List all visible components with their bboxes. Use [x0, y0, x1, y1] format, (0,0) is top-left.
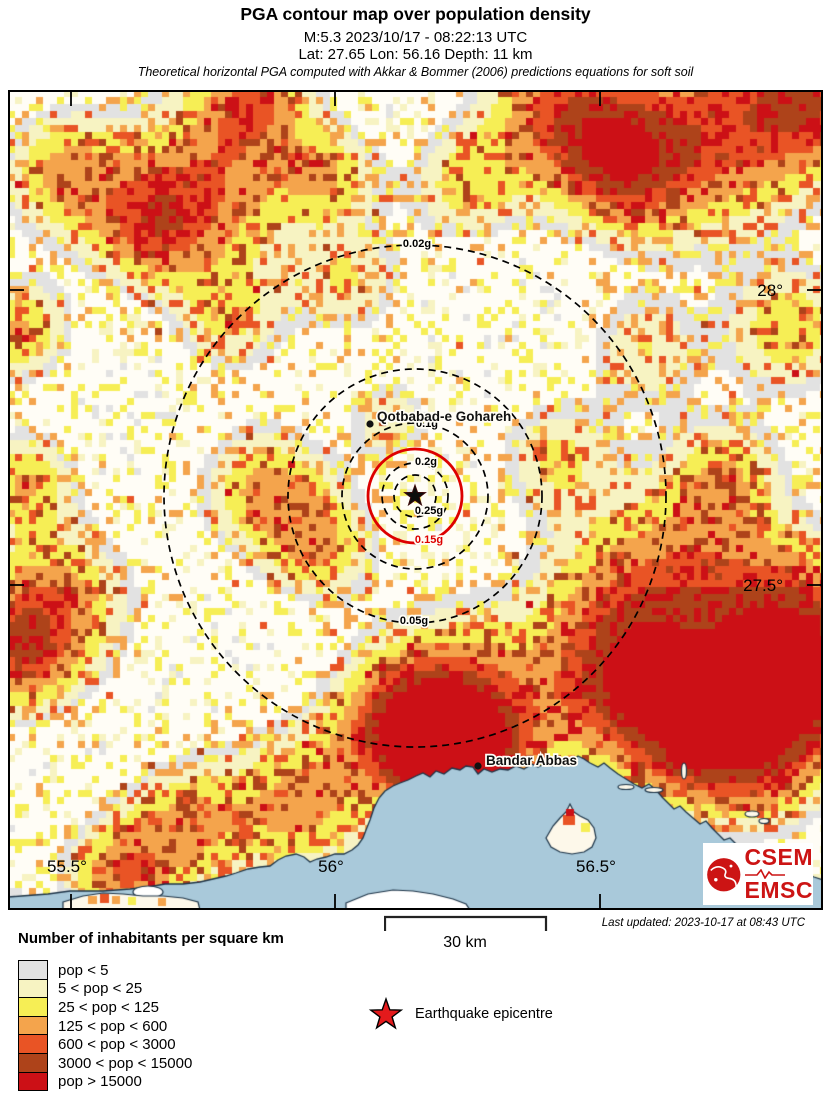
- map-area: 55.5° 56° 56.5° 28° 27.5° 0.02g 0.05g 0.1g 0.15g…: [8, 90, 823, 910]
- last-updated: Last updated: 2023-10-17 at 08:43 UTC: [601, 917, 805, 929]
- city-marker: [474, 762, 482, 770]
- page-title: PGA contour map over population density: [240, 4, 591, 24]
- lat-tick-label: 28°: [757, 281, 783, 300]
- legend-item: pop > 15000: [18, 1071, 284, 1092]
- logo-text: CSEM EMSC: [744, 844, 813, 903]
- epicentre-legend: Earthquake epicentre: [367, 995, 553, 1033]
- epicentre-legend-star: [368, 996, 404, 1030]
- event-location: Lat: 27.65 Lon: 56.16 Depth: 11 km: [298, 46, 533, 63]
- pga-contour-0.1g: [341, 422, 489, 570]
- seismogram-icon: [744, 869, 785, 879]
- legend-item: 25 < pop < 125: [18, 997, 284, 1017]
- legend-swatch: [18, 1071, 48, 1092]
- scale-bar-label: 30 km: [443, 934, 487, 951]
- city-label: Qotbabad-e Gohareh: [377, 409, 511, 424]
- csem-emsc-logo: CSEM EMSC: [703, 843, 813, 905]
- pga-contour-label-0.15g: 0.15g: [415, 534, 443, 546]
- legend-swatch: [18, 1052, 48, 1073]
- population-legend: Number of inhabitants per square km pop …: [18, 930, 284, 1092]
- legend-item: 5 < pop < 25: [18, 978, 284, 999]
- city-label: Bandar Abbas: [486, 753, 577, 768]
- logo-line2: EMSC: [744, 877, 813, 903]
- pga-contour-0.25g: [393, 474, 437, 518]
- pga-contour-label-0.2g: 0.2g: [415, 456, 437, 468]
- legend-item: 3000 < pop < 15000: [18, 1052, 284, 1073]
- legend-item-label: pop < 5: [58, 961, 109, 979]
- legend-item-label: 600 < pop < 3000: [58, 1036, 176, 1054]
- legend-swatch: [18, 978, 48, 999]
- legend-item: 125 < pop < 600: [18, 1015, 284, 1036]
- map-overlay: 55.5° 56° 56.5° 28° 27.5° 0.02g 0.05g 0.1g 0.15g…: [8, 90, 823, 910]
- lat-tick-label: 27.5°: [743, 576, 783, 595]
- legend-swatch: [18, 960, 48, 980]
- pga-contour-0.2g: [381, 462, 449, 530]
- legend-item-label: 25 < pop < 125: [58, 998, 159, 1016]
- lon-tick-label: 55.5°: [47, 857, 87, 876]
- legend-item: 600 < pop < 3000: [18, 1034, 284, 1054]
- legend-swatch: [18, 997, 48, 1017]
- map-frame: [8, 90, 823, 910]
- legend-swatch: [18, 1015, 48, 1036]
- event-summary: M:5.3 2023/10/17 - 08:22:13 UTC: [303, 29, 528, 46]
- epicentre-star: [403, 483, 427, 507]
- pga-contour-label-0.05g: 0.05g: [400, 615, 428, 627]
- epicentre-label: Earthquake epicentre: [415, 1006, 553, 1022]
- legend-item-label: 125 < pop < 600: [58, 1017, 168, 1035]
- lon-tick-label: 56.5°: [576, 857, 616, 876]
- legend-title: Number of inhabitants per square km: [18, 930, 284, 947]
- pga-contour-0.05g: [287, 368, 543, 624]
- pga-contour-label-0.02g: 0.02g: [403, 238, 431, 250]
- pga-contour-label-0.25g: 0.25g: [415, 505, 443, 517]
- legend-item-label: 3000 < pop < 15000: [58, 1054, 193, 1072]
- legend-swatch: [18, 1034, 48, 1054]
- csem-globe-icon: [707, 858, 741, 893]
- epicentre-star-icon: [368, 996, 404, 1030]
- legend-item-label: 5 < pop < 25: [58, 980, 143, 998]
- map-header: PGA contour map over population density …: [0, 2, 831, 79]
- method-note: Theoretical horizontal PGA computed with…: [137, 65, 694, 79]
- scale-bar: [384, 915, 548, 931]
- city-marker: [366, 420, 374, 428]
- legend-item: pop < 5: [18, 960, 284, 980]
- pga-contour-0.15g: [366, 447, 464, 545]
- legend-item-label: pop > 15000: [58, 1073, 142, 1091]
- lon-tick-label: 56°: [318, 857, 344, 876]
- pga-contour-label-0.1g: 0.1g: [416, 418, 438, 430]
- pga-contour-0.02g: [163, 244, 667, 748]
- logo-line1: CSEM: [744, 844, 813, 870]
